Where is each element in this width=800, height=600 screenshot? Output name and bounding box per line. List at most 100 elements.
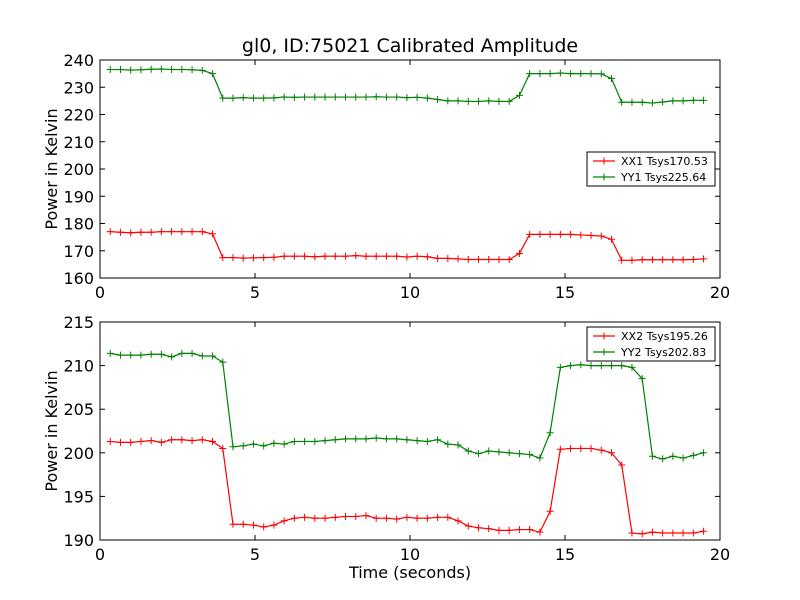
data-point (260, 254, 268, 262)
data-point (270, 253, 278, 261)
x-tick-label: 5 (250, 545, 260, 564)
data-point (444, 254, 452, 262)
x-tick-label: 20 (710, 283, 730, 302)
x-tick-label: 10 (400, 283, 420, 302)
data-point (382, 435, 390, 443)
data-point (608, 235, 615, 243)
data-point (209, 230, 217, 238)
data-point (321, 514, 329, 522)
data-point (597, 232, 605, 240)
data-point (475, 255, 483, 263)
data-point (362, 435, 370, 443)
data-point (475, 524, 483, 532)
data-point (403, 436, 411, 444)
data-point (342, 252, 350, 260)
data-point (352, 435, 360, 443)
data-point (659, 256, 667, 264)
data-point (689, 529, 697, 537)
data-point (147, 228, 155, 236)
data-point (515, 91, 523, 99)
data-point (546, 230, 554, 238)
data-point (444, 97, 452, 105)
data-point (434, 436, 442, 444)
data-point (127, 438, 135, 446)
data-point (546, 507, 554, 515)
data-point (188, 66, 196, 74)
data-point (311, 253, 319, 261)
data-point (587, 444, 595, 452)
data-point (403, 513, 411, 521)
y-tick-label: 200 (63, 444, 94, 463)
data-point (229, 254, 237, 262)
data-point (393, 93, 401, 101)
data-point (229, 520, 237, 528)
data-point (475, 450, 483, 458)
data-point (485, 447, 493, 455)
data-point (342, 512, 350, 520)
data-point (249, 521, 257, 529)
data-point (331, 513, 339, 521)
data-point (648, 452, 656, 460)
x-tick-label: 10 (400, 545, 420, 564)
data-point (362, 252, 370, 260)
data-point (290, 93, 298, 101)
data-point (659, 529, 667, 537)
data-point (157, 65, 165, 73)
data-point (372, 434, 380, 442)
data-point (659, 455, 667, 463)
data-point (638, 530, 646, 538)
data-point (526, 451, 534, 459)
y-tick-label: 220 (63, 106, 94, 125)
data-point (423, 253, 431, 261)
data-point (597, 446, 605, 454)
y-tick-label: 160 (63, 269, 94, 288)
data-point (331, 436, 339, 444)
legend-marker (600, 348, 608, 356)
data-point (648, 256, 656, 264)
data-point (536, 70, 544, 78)
data-point (260, 442, 268, 450)
legend-box (586, 151, 716, 187)
data-point (352, 512, 360, 520)
data-point (485, 525, 493, 533)
data-point (270, 521, 278, 529)
data-point (648, 528, 656, 536)
data-point (311, 437, 319, 445)
data-point (168, 353, 176, 361)
data-point (198, 352, 206, 360)
data-point (567, 444, 575, 452)
data-point (157, 438, 165, 446)
data-point (290, 437, 298, 445)
y-axis-label: Power in Kelvin (42, 370, 61, 491)
y-tick-label: 180 (63, 215, 94, 234)
x-tick-label: 15 (555, 283, 575, 302)
data-point (628, 256, 636, 264)
data-point (608, 449, 615, 457)
data-point (301, 437, 309, 445)
data-point (505, 449, 513, 457)
data-point (229, 443, 237, 451)
data-point (567, 230, 575, 238)
data-point (106, 437, 114, 445)
legend-marker (600, 332, 608, 340)
data-point (475, 97, 483, 105)
data-point (342, 93, 350, 101)
data-point (188, 437, 196, 445)
data-point (116, 438, 124, 446)
data-point (577, 70, 585, 78)
data-point (454, 255, 462, 263)
data-point (147, 65, 155, 73)
data-point (280, 440, 288, 448)
data-point (556, 230, 564, 238)
data-point (669, 97, 677, 105)
y-tick-label: 190 (63, 187, 94, 206)
data-point (536, 230, 544, 238)
x-axis-label: Time (seconds) (348, 563, 471, 582)
data-point (178, 436, 186, 444)
data-point (137, 351, 145, 359)
x-tick-label: 20 (710, 545, 730, 564)
data-point (116, 228, 124, 236)
data-point (198, 66, 206, 74)
data-point (618, 256, 626, 264)
